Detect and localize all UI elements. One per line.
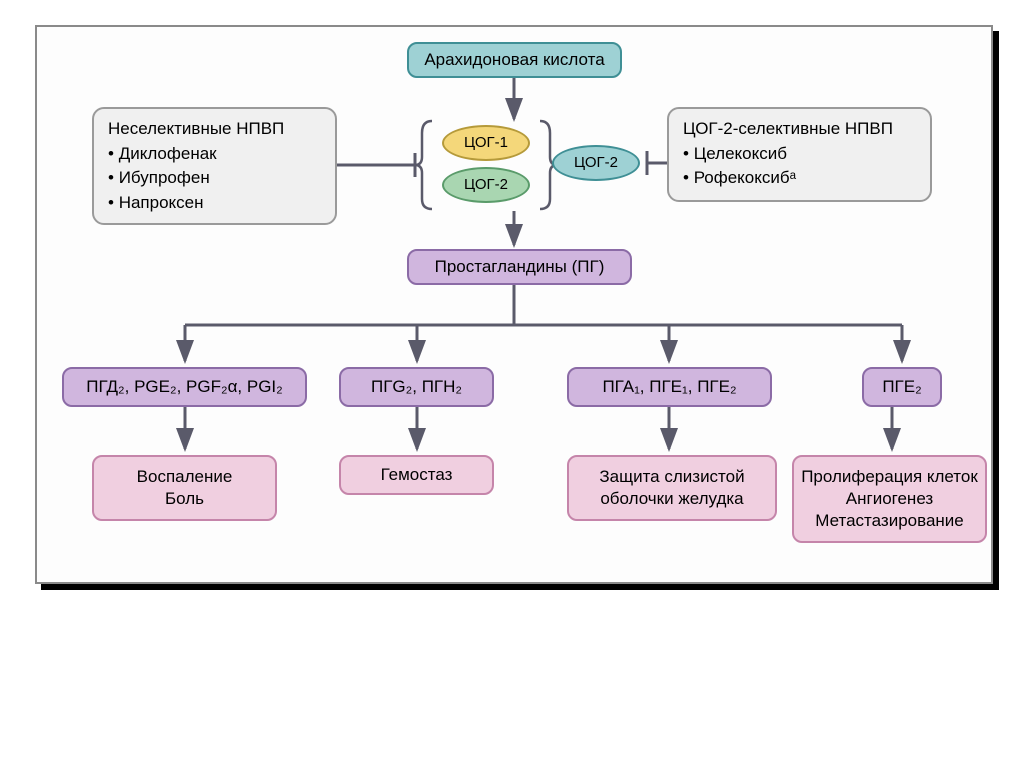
node-effect-3: Защита слизистойоболочки желудка bbox=[567, 455, 777, 521]
label: ЦОГ-1 bbox=[464, 133, 508, 153]
node-effect-2: Гемостаз bbox=[339, 455, 494, 495]
box-cox2-selective-nsaid: ЦОГ-2-селективные НПВП • Целекоксиб • Ро… bbox=[667, 107, 932, 202]
label: Арахидоновая кислота bbox=[424, 49, 604, 71]
node-pg-group-2: ПГG₂, ПГН₂ bbox=[339, 367, 494, 407]
node-pg-group-4: ПГЕ₂ bbox=[862, 367, 942, 407]
box-nonselective-nsaid: Неселективные НПВП • Диклофенак • Ибупро… bbox=[92, 107, 337, 225]
label: Пролиферация клетокАнгиогенезМетастазиро… bbox=[801, 466, 978, 532]
box-title: Неселективные НПВП bbox=[108, 117, 321, 142]
label: Защита слизистойоболочки желудка bbox=[599, 466, 744, 510]
node-arachidonic-acid: Арахидоновая кислота bbox=[407, 42, 622, 78]
node-pg-group-3: ПГА₁, ПГЕ₁, ПГЕ₂ bbox=[567, 367, 772, 407]
label: ПГG₂, ПГН₂ bbox=[371, 376, 462, 398]
node-cox1: ЦОГ-1 bbox=[442, 125, 530, 161]
box-item: • Напроксен bbox=[108, 191, 321, 216]
box-item: • Рофекоксибᵃ bbox=[683, 166, 916, 191]
diagram-frame: Арахидоновая кислота Неселективные НПВП … bbox=[35, 25, 993, 584]
label: ЦОГ-2 bbox=[464, 175, 508, 195]
label: ПГД₂, PGE₂, PGF₂α, PGI₂ bbox=[86, 376, 283, 398]
box-item: • Ибупрофен bbox=[108, 166, 321, 191]
label: Простагландины (ПГ) bbox=[435, 256, 605, 278]
node-cox2-right: ЦОГ-2 bbox=[552, 145, 640, 181]
label: ВоспалениеБоль bbox=[137, 466, 233, 510]
label: ЦОГ-2 bbox=[574, 153, 618, 173]
label: Гемостаз bbox=[381, 464, 453, 486]
node-effect-4: Пролиферация клетокАнгиогенезМетастазиро… bbox=[792, 455, 987, 543]
box-item: • Целекоксиб bbox=[683, 142, 916, 167]
label: ПГА₁, ПГЕ₁, ПГЕ₂ bbox=[602, 376, 736, 398]
box-title: ЦОГ-2-селективные НПВП bbox=[683, 117, 916, 142]
node-prostaglandins: Простагландины (ПГ) bbox=[407, 249, 632, 285]
box-item: • Диклофенак bbox=[108, 142, 321, 167]
node-pg-group-1: ПГД₂, PGE₂, PGF₂α, PGI₂ bbox=[62, 367, 307, 407]
label: ПГЕ₂ bbox=[882, 376, 921, 398]
node-effect-1: ВоспалениеБоль bbox=[92, 455, 277, 521]
node-cox2-mid: ЦОГ-2 bbox=[442, 167, 530, 203]
